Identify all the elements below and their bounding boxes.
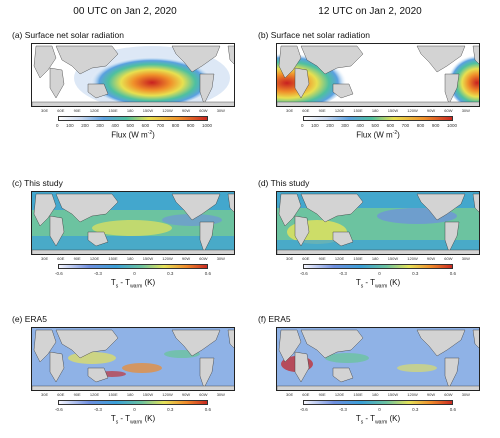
panel-e-map xyxy=(31,327,235,391)
flux-ticks-left: 0 100 200 300 400 500 600 700 800 900 1000 xyxy=(56,123,212,128)
left-column-title: 00 UTC on Jan 2, 2020 xyxy=(73,6,177,17)
panel-a-map xyxy=(31,43,235,107)
anom-colorbar-c xyxy=(58,264,208,269)
panel-a-lon-ticks: 30E 60E 90E 120E 150E 180 150W 120W 90W 60W 30W xyxy=(41,108,225,113)
panel-b-map xyxy=(276,43,480,107)
anom-ticks-e: -0.6 -0.3 0 0.3 0.6 xyxy=(55,407,211,412)
panel-b-label: (b) Surface net solar radiation xyxy=(258,30,370,40)
panel-d-label: (d) This study xyxy=(258,178,310,188)
flux-label-left: Flux (W m-2) xyxy=(111,130,155,140)
panel-e-label: (e) ERA5 xyxy=(12,314,47,324)
anom-colorbar-e xyxy=(58,400,208,405)
panel-c-label: (c) This study xyxy=(12,178,63,188)
anom-colorbar-f xyxy=(303,400,453,405)
panel-b-lon-ticks: 30E 60E 90E 120E 150E 180 150W 120W 90W 60W 30W xyxy=(286,108,470,113)
flux-colorbar-left xyxy=(58,116,208,121)
flux-colorbar-right xyxy=(303,116,453,121)
flux-label-right: Flux (W m-2) xyxy=(356,130,400,140)
panel-f-label: (f) ERA5 xyxy=(258,314,291,324)
anom-ticks-c: -0.6 -0.3 0 0.3 0.6 xyxy=(55,271,211,276)
anom-ticks-d: -0.6 -0.3 0 0.3 0.6 xyxy=(300,271,456,276)
panel-d-lon-ticks: 30E 60E 90E 120E 150E 180 150W 120W 90W 60W 30W xyxy=(286,256,470,261)
flux-ticks-right: 0 100 200 300 400 500 600 700 800 900 1000 xyxy=(301,123,457,128)
panel-a-label: (a) Surface net solar radiation xyxy=(12,30,124,40)
panel-e-lon-ticks: 30E 60E 90E 120E 150E 180 150W 120W 90W 60W 30W xyxy=(41,392,225,397)
anom-ticks-f: -0.6 -0.3 0 0.3 0.6 xyxy=(300,407,456,412)
anom-colorbar-d xyxy=(303,264,453,269)
panel-d-map xyxy=(276,191,480,255)
right-column-title: 12 UTC on Jan 2, 2020 xyxy=(318,6,422,17)
anom-label-c: Ts - Twarm (K) xyxy=(110,278,156,290)
panel-f-map xyxy=(276,327,480,391)
anom-label-d: Ts - Twarm (K) xyxy=(355,278,401,290)
panel-f-lon-ticks: 30E 60E 90E 120E 150E 180 150W 120W 90W 60W 30W xyxy=(286,392,470,397)
panel-c-map xyxy=(31,191,235,255)
anom-label-f: Ts - Twarm (K) xyxy=(355,414,401,426)
anom-label-e: Ts - Twarm (K) xyxy=(110,414,156,426)
panel-c-lon-ticks: 30E 60E 90E 120E 150E 180 150W 120W 90W 60W 30W xyxy=(41,256,225,261)
